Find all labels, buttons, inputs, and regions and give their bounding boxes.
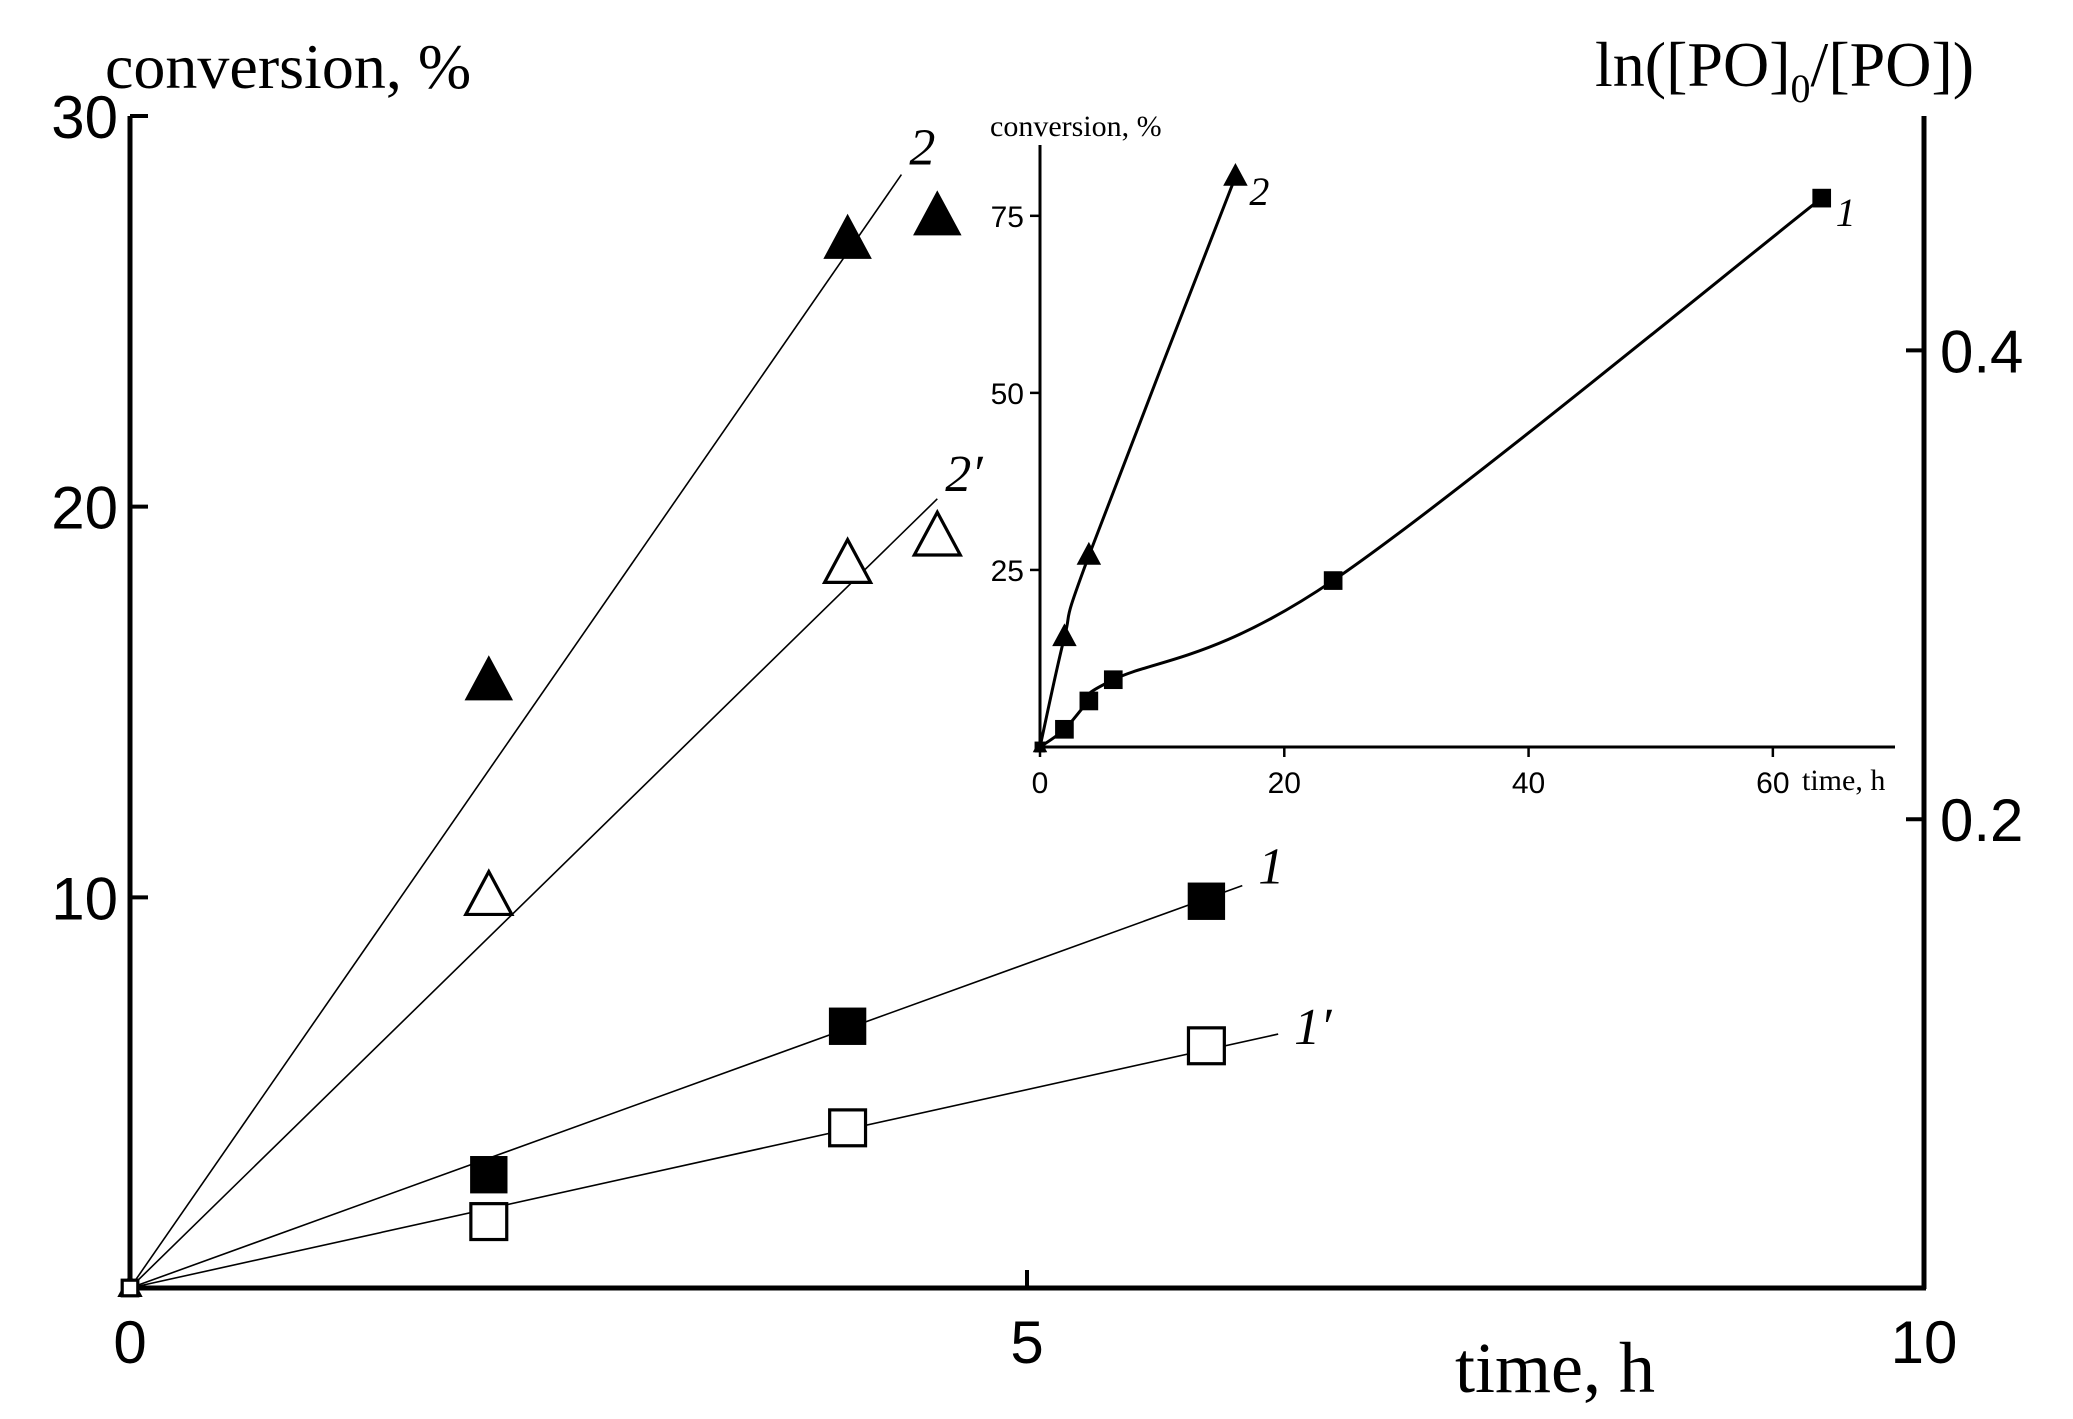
- inset-series-1-marker: [1034, 741, 1046, 753]
- inset-x-tick-label: 20: [1268, 767, 1301, 800]
- inset-series-1-label: 1: [1836, 190, 1856, 235]
- series-1-marker: [470, 1156, 508, 1194]
- main-fit-lines: [129, 174, 1279, 1289]
- main-x-tick-label: 10: [1891, 1309, 1958, 1376]
- inset-ticks: 0 20 40 60 25 50 75: [991, 201, 1790, 800]
- main-y-tick-label: 20: [51, 475, 118, 542]
- series-1prime-marker: [120, 1278, 140, 1298]
- main-series-labels: 2 2′ 1 1′: [909, 120, 1333, 1056]
- inset-series-2-marker: [1076, 541, 1102, 565]
- main-y2-axis-label-base: ln([PO]: [1595, 29, 1791, 100]
- inset-series-2-marker: [1052, 623, 1077, 647]
- inset-y-tick-label: 25: [991, 555, 1024, 588]
- main-y2-tick-label: 0.2: [1940, 787, 2023, 854]
- inset-x-tick-label: 0: [1032, 767, 1049, 800]
- inset-series-1-marker: [1323, 571, 1343, 590]
- series-1prime-marker: [828, 1108, 868, 1148]
- series-1-fit-line: [129, 884, 1243, 1289]
- series-2-marker: [913, 190, 962, 236]
- series-2-label: 2: [909, 120, 935, 177]
- inset-y-axis-label: conversion, %: [990, 110, 1162, 143]
- series-1-marker: [1187, 882, 1226, 920]
- series-2prime-marker: [463, 868, 515, 917]
- inset-series-2-label: 2: [1249, 169, 1269, 214]
- series-1-label: 1: [1258, 839, 1284, 896]
- inset-x-axis-label: time, h: [1802, 764, 1885, 797]
- main-y2-axis-label-subscript: 0: [1791, 66, 1811, 111]
- main-x-axis-label: time, h: [1455, 1328, 1655, 1408]
- series-1prime-fit-line: [129, 1033, 1279, 1289]
- main-y2-tick-label: 0.4: [1940, 318, 2023, 385]
- main-y-axis-label: conversion, %: [105, 31, 471, 102]
- main-x-tick-label: 5: [1010, 1309, 1043, 1376]
- inset-series-2-marker: [1223, 163, 1248, 186]
- series-2prime-marker: [821, 536, 874, 584]
- inset-y-tick-label: 50: [991, 378, 1024, 411]
- main-y-tick-label: 10: [51, 865, 118, 932]
- inset-series-1-marker: [1812, 188, 1832, 208]
- series-1prime-marker: [469, 1202, 509, 1242]
- main-y2-axis-label: ln([PO]0/[PO]): [1595, 29, 1974, 111]
- main-x-tick-label: 0: [113, 1309, 146, 1376]
- main-y2-axis-label-tail: /[PO]): [1811, 29, 1975, 100]
- series-2prime-label: 2′: [945, 446, 984, 503]
- inset-y-tick-label: 75: [991, 201, 1024, 234]
- inset-series-2-line: [1038, 176, 1237, 748]
- series-2prime-fit-line: [129, 498, 938, 1289]
- series-1prime-marker: [1186, 1026, 1226, 1066]
- series-2-fit-line: [129, 174, 903, 1289]
- main-markers: [117, 190, 1226, 1298]
- series-2prime-marker: [911, 508, 963, 557]
- inset-markers: [1032, 163, 1832, 753]
- inset-series-1-marker: [1079, 691, 1099, 711]
- inset-x-tick-label: 60: [1756, 767, 1789, 800]
- series-1prime-label: 1′: [1294, 999, 1333, 1056]
- inset-axes: [1038, 145, 1895, 749]
- series-1-marker: [828, 1007, 867, 1045]
- series-2-marker: [464, 655, 514, 701]
- inset-series-1-marker: [1055, 719, 1074, 739]
- main-y-tick-label: 30: [51, 84, 118, 151]
- series-2-marker: [823, 213, 872, 259]
- inset-series-1-marker: [1103, 670, 1123, 690]
- inset-x-tick-label: 40: [1512, 767, 1545, 800]
